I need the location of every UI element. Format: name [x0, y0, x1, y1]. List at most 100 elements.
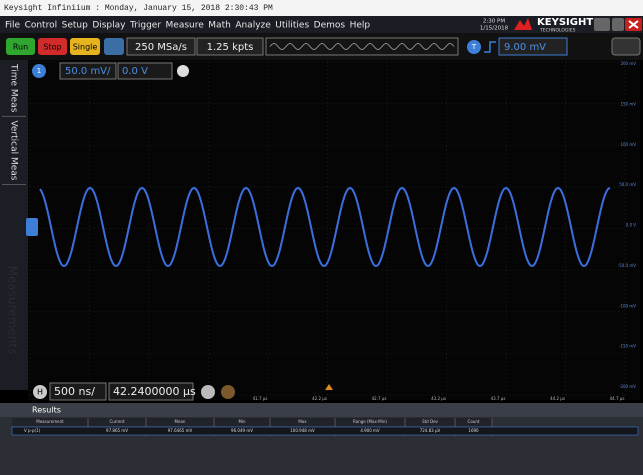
channel-1-trace: [39, 186, 611, 268]
time-label: 44.7 µs: [610, 396, 625, 401]
menu-item[interactable]: Setup: [62, 21, 88, 31]
menu-item[interactable]: File: [5, 21, 21, 31]
time-label: 43.2 µs: [431, 396, 446, 401]
window-title: Keysight Infiniium : Monday, January 15,…: [4, 4, 273, 13]
side-tab[interactable]: Time Meas: [9, 63, 19, 113]
trigger-icon[interactable]: [467, 40, 481, 54]
brand-sub: TECHNOLOGIES: [539, 28, 576, 34]
column-header: Current: [109, 419, 124, 424]
horizontal-scale-box[interactable]: [49, 382, 107, 401]
points-box[interactable]: [196, 37, 264, 56]
volt-label: -50.0 mV: [618, 263, 637, 268]
menu-item[interactable]: Display: [92, 21, 126, 31]
results-table: Measurement Current Mean Min Max Range (Max-M…: [11, 418, 639, 436]
single-label: Single: [73, 43, 98, 52]
ground-marker: [26, 218, 38, 236]
title-bar: [0, 0, 643, 16]
channel-offset-box[interactable]: [117, 62, 173, 80]
brand-name: KEYSIGHT: [537, 17, 593, 28]
trigger-edge: [484, 41, 496, 53]
volt-label: -150 mV: [619, 344, 636, 349]
trigger-position-marker: [325, 384, 333, 390]
clock-date: 1/15/2018: [480, 26, 509, 32]
sample-rate: 250 MSa/s: [135, 42, 187, 53]
results-header: [0, 403, 643, 417]
column-header: Range (Max-Min): [353, 419, 387, 424]
menu-item[interactable]: Analyze: [235, 21, 271, 31]
measurements-watermark: Measurements: [6, 266, 20, 355]
table-header-row: [12, 418, 492, 426]
side-panel: [0, 60, 28, 390]
menu-item[interactable]: Math: [208, 21, 231, 31]
column-header: Std Dev: [422, 419, 438, 424]
result-cell: 724.83 µV: [420, 428, 441, 433]
maximize-button[interactable]: [612, 18, 624, 31]
horizontal-position-box[interactable]: [108, 382, 194, 401]
overview-trace: [269, 43, 455, 50]
channel-icon[interactable]: [32, 64, 46, 78]
time-label: 42.7 µs: [372, 396, 387, 401]
time-label: 44.2 µs: [550, 396, 565, 401]
navigate-button[interactable]: [221, 385, 235, 399]
menu-item[interactable]: Help: [350, 21, 371, 31]
channel-scale: 50.0 mV/: [65, 66, 111, 77]
horizontal-position: 42.2400000 µs: [113, 385, 196, 398]
channel-scale-box[interactable]: [59, 62, 117, 80]
menu-item[interactable]: Demos: [314, 21, 346, 31]
fft-button[interactable]: [611, 37, 641, 56]
results-panel: [0, 417, 643, 475]
brand-logo: [514, 18, 532, 30]
close-icon: [628, 20, 639, 29]
waveform-overview: [265, 37, 459, 56]
add-button[interactable]: [177, 65, 189, 77]
trigger-label: T: [471, 43, 477, 51]
volt-label: 0.0 V: [626, 223, 637, 228]
volt-label: -100 mV: [619, 303, 636, 308]
menu-item[interactable]: Utilities: [275, 21, 309, 31]
channel-number: 1: [37, 67, 41, 75]
side-tab[interactable]: Vertical Meas: [9, 120, 19, 180]
stop-label: Stop: [43, 43, 61, 52]
result-row: [11, 426, 639, 436]
menu-item[interactable]: Trigger: [129, 21, 161, 31]
horizontal-scale: 500 ns/: [54, 385, 95, 398]
volt-label: 100 mV: [620, 142, 636, 147]
trigger-level-box[interactable]: [498, 37, 568, 56]
run-button[interactable]: [6, 38, 35, 55]
result-cell: 96.049 mV: [231, 428, 253, 433]
result-cell: 100.948 mV: [290, 428, 315, 433]
result-cell: V p-p(1): [24, 428, 41, 433]
menu-bar: [0, 16, 643, 33]
volt-label: 150 mV: [620, 101, 636, 106]
time-label: 41.7 µs: [253, 396, 268, 401]
results-title: Results: [32, 406, 61, 415]
volt-label: 50.0 mV: [619, 182, 636, 187]
result-cell: 97.865 mV: [106, 428, 128, 433]
result-cell: 1690: [468, 428, 479, 433]
single-button[interactable]: [70, 38, 100, 55]
result-cell: 4.900 mV: [360, 428, 380, 433]
minimize-button[interactable]: [594, 18, 610, 31]
autoscale-button[interactable]: [104, 38, 124, 55]
horizontal-label: H: [37, 388, 43, 397]
menu-item[interactable]: Measure: [166, 21, 205, 31]
graticule: [28, 60, 640, 400]
clock-time: 2:30 PM: [483, 19, 505, 25]
column-header: Max: [298, 419, 307, 424]
time-label: 43.7 µs: [491, 396, 506, 401]
run-label: Run: [13, 43, 28, 52]
sample-rate-box[interactable]: [126, 37, 196, 56]
column-header: Measurement: [36, 419, 64, 424]
channel-offset: 0.0 V: [122, 66, 148, 77]
column-header: Count: [468, 419, 480, 424]
memory-points: 1.25 kpts: [207, 42, 254, 53]
horizontal-icon[interactable]: [33, 385, 47, 399]
column-header: Mean: [175, 419, 186, 424]
result-cell: 97.6465 mV: [168, 428, 193, 433]
zoom-button[interactable]: [201, 385, 215, 399]
stop-button[interactable]: [38, 38, 67, 55]
menu-item[interactable]: Control: [25, 21, 58, 31]
volt-label: -200 mV: [619, 384, 636, 389]
column-header: Min: [238, 419, 246, 424]
